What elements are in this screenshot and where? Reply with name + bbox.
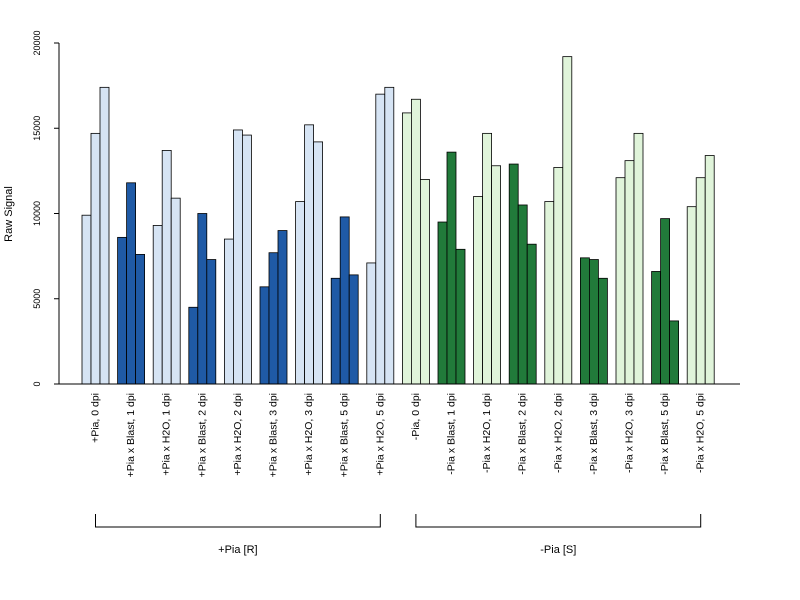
x-tick-label: +Pia x Blast, 2 dpi [196,393,208,477]
x-tick-label: +Pia, 0 dpi [90,393,102,443]
bar [491,165,502,385]
bar [366,262,377,385]
x-tick-label: -Pia x Blast, 3 dpi [588,393,600,475]
y-axis: 0 5000 10000 15000 20000 [32,30,60,387]
bar [304,124,315,385]
x-tick-label: -Pia, 0 dpi [410,393,422,440]
bar [241,134,252,385]
group-bracket [415,514,702,528]
bar [126,182,136,385]
y-tick-label: 10000 [32,201,42,226]
bar [135,254,146,385]
bar [704,155,715,385]
bar [268,252,279,385]
x-tick-label: -Pia x H2O, 3 dpi [624,393,636,473]
bars-layer [81,56,715,385]
x-tick-label: +Pia x H2O, 2 dpi [232,393,244,476]
x-tick-label: +Pia x H2O, 5 dpi [374,393,386,476]
bar [544,201,555,385]
bar [197,213,208,385]
bar [695,177,706,385]
x-tick-label: -Pia x H2O, 5 dpi [695,393,707,473]
bar [90,132,101,385]
bar [170,197,181,385]
bar [152,225,163,385]
bar [517,204,528,385]
bar [455,248,466,385]
bar [232,129,243,385]
bar [437,221,448,385]
bar [277,230,288,385]
bar [419,178,430,385]
group-brackets: +Pia [R] -Pia [S] [95,514,702,556]
bar [562,56,573,385]
bar [81,214,92,385]
bar [598,277,608,385]
y-tick-label: 15000 [32,116,42,141]
bar [117,236,127,385]
x-tick-label: +Pia x H2O, 3 dpi [303,393,315,476]
x-tick-label: +Pia x Blast, 1 dpi [125,393,137,477]
bar [482,132,493,385]
bar [223,238,234,385]
bar [660,218,670,385]
bar [295,201,306,385]
bar [339,216,350,385]
y-tick-label: 0 [32,381,42,386]
group-bracket-label: -Pia [S] [540,544,576,556]
x-tick-label: -Pia x H2O, 2 dpi [552,393,564,473]
y-axis-label: Raw Signal [3,186,15,242]
bar [633,132,644,385]
x-tick-label: +Pia x Blast, 3 dpi [268,393,280,477]
x-tick-label: -Pia x Blast, 1 dpi [446,393,458,475]
bar [188,306,199,385]
bar [313,141,324,385]
bar [669,320,679,385]
bar [686,206,697,385]
bar [99,86,110,385]
bar [259,286,270,385]
bar [161,150,172,385]
x-tick-label: +Pia x H2O, 1 dpi [161,393,173,476]
bar [580,257,590,385]
group-bracket [95,514,381,528]
y-tick-label: 20000 [32,30,42,55]
bar [348,274,359,385]
bar [624,160,635,385]
x-tick-labels: +Pia, 0 dpi +Pia x Blast, 1 dpi +Pia x H2O… [90,393,707,477]
x-tick-label: -Pia x H2O, 1 dpi [481,393,493,473]
bar [651,271,661,385]
bar [508,163,519,385]
y-tick-label: 5000 [32,289,42,309]
bar [330,277,341,385]
bar [206,259,217,385]
x-tick-label: +Pia x Blast, 5 dpi [339,393,351,477]
bar [401,112,412,385]
x-tick-label: -Pia x Blast, 2 dpi [517,393,529,475]
bar [526,243,537,385]
bar [553,167,564,385]
bar [384,86,395,385]
bar [446,151,457,385]
bar [615,177,626,385]
bar [589,259,599,385]
group-bracket-label: +Pia [R] [218,544,257,556]
x-tick-label: -Pia x Blast, 5 dpi [659,393,671,475]
bar [375,93,386,385]
bar [410,98,421,385]
bar [473,196,484,385]
